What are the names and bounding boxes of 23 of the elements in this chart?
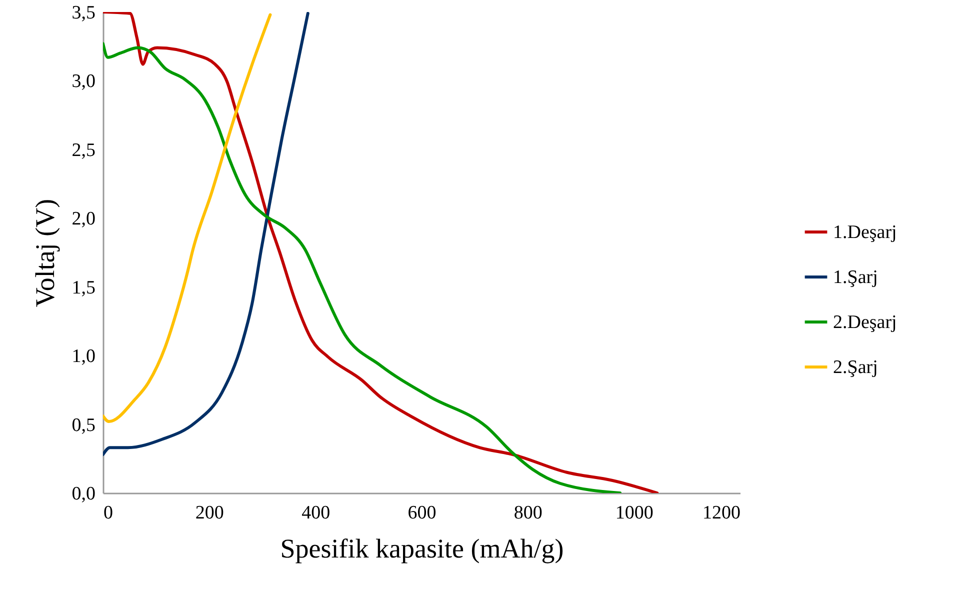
- line-series: [103, 13, 272, 424]
- y-tick-label: 1,0: [72, 346, 96, 368]
- y-tick-label: 0,5: [72, 414, 96, 436]
- y-tick-label: 1,5: [72, 277, 96, 298]
- x-tick-label: 1000: [615, 502, 654, 524]
- legend-label: 2.Şarj: [833, 357, 878, 378]
- x-tick-label: 400: [302, 502, 330, 524]
- x-tick-label: 200: [195, 502, 224, 524]
- x-tick-label: 0: [104, 502, 113, 524]
- y-axis-title: Voltaj (V): [30, 198, 60, 308]
- y-tick-label: 2,5: [72, 140, 96, 161]
- x-tick-label: 1200: [702, 502, 740, 524]
- x-tick-label: 800: [514, 502, 542, 524]
- x-axis-title: Spesifik kapasite (mAh/g): [280, 534, 564, 564]
- legend-label: 2.Deşarj: [833, 312, 897, 333]
- y-tick-label: 0,0: [72, 484, 96, 504]
- legend-label: 1.Deşarj: [833, 222, 897, 243]
- y-tick-label: 3,0: [72, 71, 96, 92]
- x-tick-label: 600: [408, 502, 436, 524]
- legend-label: 1.Şarj: [833, 267, 878, 288]
- y-tick-label: 2,0: [72, 208, 96, 230]
- y-tick-label: 3,5: [72, 2, 96, 24]
- line-series: [103, 12, 310, 456]
